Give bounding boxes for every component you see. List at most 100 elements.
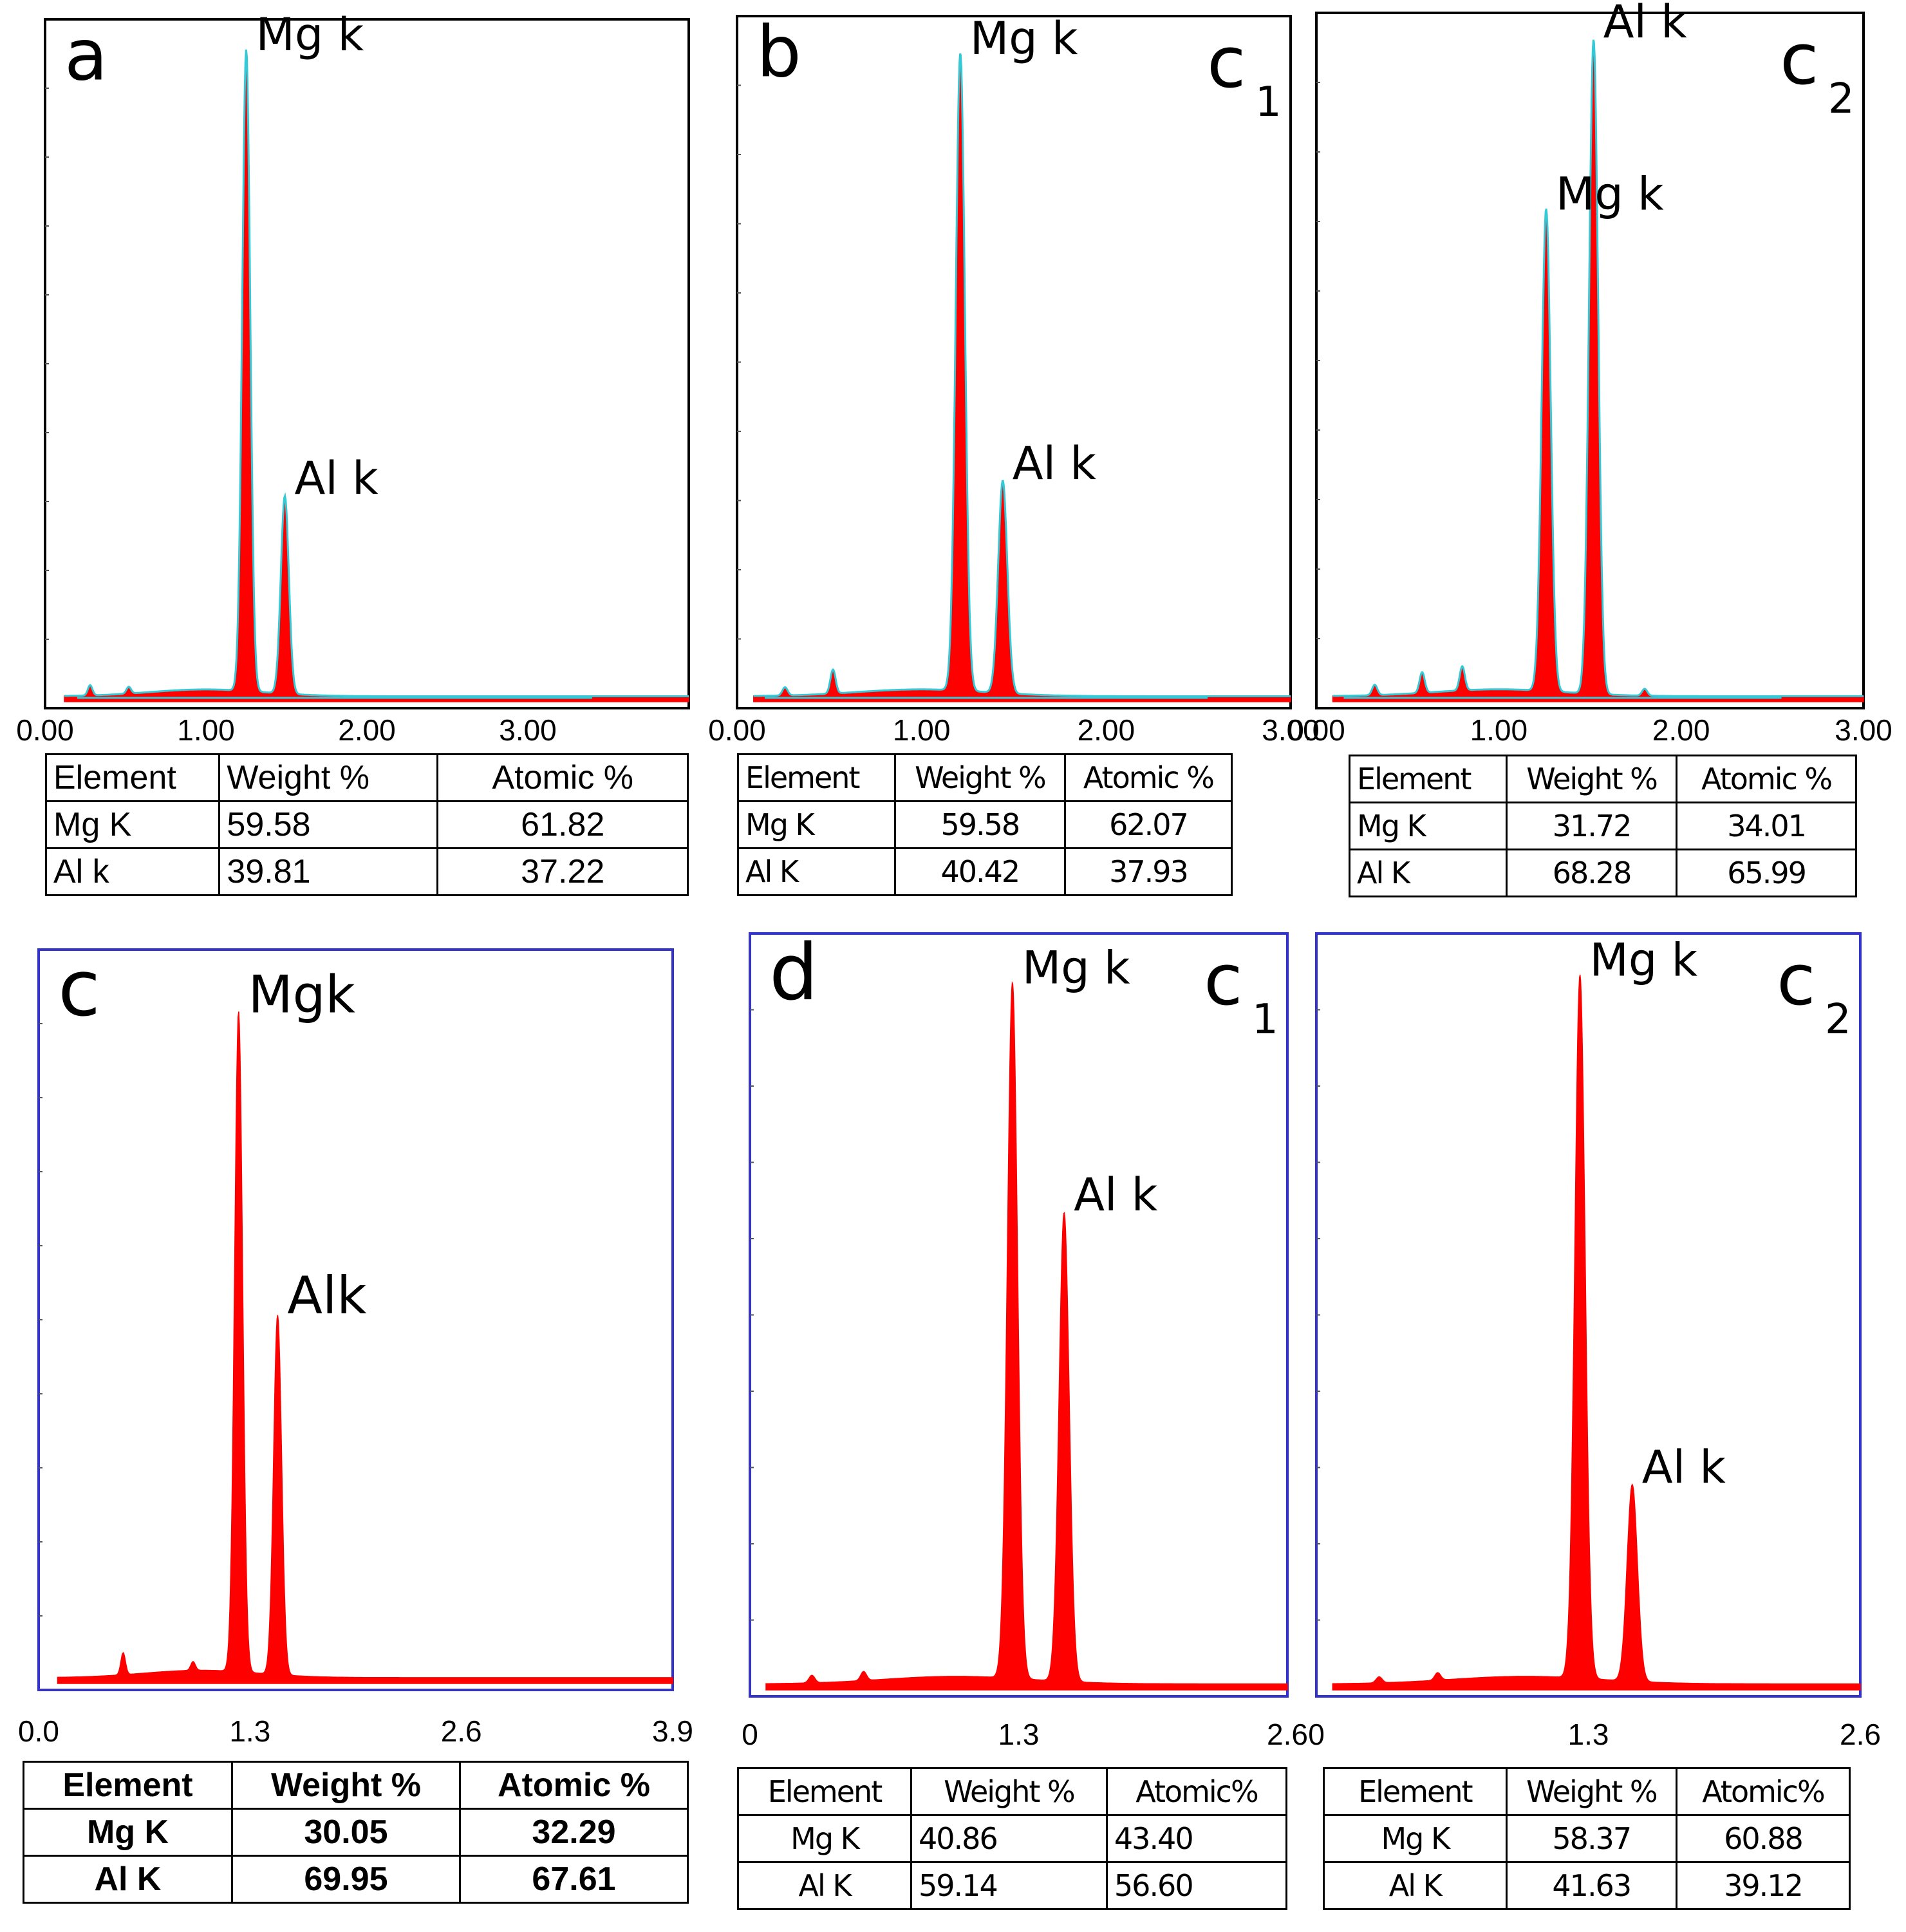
x-tick-label: 3.9	[652, 1714, 693, 1748]
composition-table: Element Weight % Atomic% Mg K 58.37 60.88 Al K…	[1323, 1767, 1851, 1910]
panel-label: d	[769, 928, 818, 1018]
table-cell: 37.93	[1063, 847, 1233, 896]
corner-subscript: 1	[1252, 996, 1278, 1044]
x-tick-label: 1.00	[893, 713, 951, 747]
table-cell: 40.42	[893, 847, 1066, 896]
peak-label: Al k	[295, 452, 379, 505]
table-cell: 41.63	[1505, 1861, 1677, 1910]
x-tick-label: 3.00	[1835, 713, 1892, 747]
x-tick-label: 0.00	[16, 713, 74, 747]
table-cell: 31.72	[1506, 802, 1678, 850]
table-cell: 39.12	[1675, 1861, 1851, 1910]
x-tick-label: 3.00	[1262, 713, 1320, 747]
table-cell: 37.22	[436, 847, 689, 896]
spectrum-area	[765, 981, 1288, 1691]
peak-label: Mg k	[1022, 941, 1130, 994]
table-cell: 68.28	[1506, 849, 1678, 897]
table-cell: Mg K	[736, 1814, 913, 1863]
fit-line	[753, 53, 1291, 697]
x-tick-label: 0.00	[1287, 713, 1345, 747]
x-tick-label: 2.00	[338, 713, 396, 747]
table-header-cell: Weight %	[1505, 1767, 1677, 1816]
table-header-cell: Element	[23, 1761, 233, 1810]
x-tick-label: 2.6	[1840, 1718, 1881, 1751]
table-header-cell: Weight %	[910, 1767, 1108, 1816]
composition-table: Element Weight % Atomic % Mg K 31.72 34.01 Al …	[1348, 755, 1857, 897]
table-row: Al K 40.42 37.93	[737, 847, 1233, 896]
x-tick-label: 1.3	[229, 1714, 270, 1748]
table-cell: 65.99	[1676, 849, 1857, 897]
spectrum-area	[1332, 975, 1861, 1691]
x-tick-label: 0	[1308, 1718, 1325, 1751]
x-tick-label: 2.00	[1652, 713, 1710, 747]
table-cell: Mg K	[737, 800, 896, 849]
table-header-row: Element Weight % Atomic %	[737, 753, 1233, 802]
x-tick-label: 2.00	[1078, 713, 1135, 747]
x-tick-label: 1.3	[998, 1718, 1040, 1751]
x-tick-label: 1.00	[1470, 713, 1528, 747]
table-header-cell: Atomic %	[1063, 753, 1233, 802]
table-cell: 58.37	[1505, 1814, 1677, 1863]
table-header-cell: Atomic%	[1105, 1767, 1288, 1816]
x-tick-label: 2.6	[441, 1714, 482, 1748]
panel-label: c	[58, 944, 100, 1034]
table-cell: Mg K	[1323, 1814, 1508, 1863]
table-header-cell: Atomic %	[458, 1761, 689, 1810]
table-row: Al K 41.63 39.12	[1323, 1861, 1851, 1910]
table-row: Mg K 31.72 34.01	[1348, 802, 1857, 850]
x-tick-label: 2.6	[1267, 1718, 1308, 1751]
table-header-row: Element Weight % Atomic%	[1323, 1767, 1851, 1816]
table-cell: 34.01	[1676, 802, 1857, 850]
table-cell: Mg K	[44, 800, 221, 849]
peak-label: Mgk	[248, 965, 356, 1025]
table-row: Mg K 59.58 62.07	[737, 800, 1233, 849]
plot-frame	[44, 18, 690, 709]
table-header-cell: Weight %	[218, 753, 439, 802]
peak-label: Mg k	[1590, 934, 1698, 987]
x-tick-label: 1.3	[1568, 1718, 1609, 1751]
plot-frame	[736, 15, 1292, 709]
table-cell: 39.81	[218, 847, 439, 896]
corner-label: c	[1777, 939, 1815, 1021]
table-cell: 32.29	[458, 1808, 689, 1857]
table-cell: 69.95	[230, 1855, 461, 1904]
composition-table: Element Weight % Atomic % Mg K 59.58 62.07 Al …	[737, 753, 1233, 896]
table-cell: Al K	[1348, 849, 1508, 897]
corner-subscript: 2	[1825, 996, 1851, 1044]
table-header-cell: Weight %	[1506, 755, 1678, 803]
table-cell: 67.61	[458, 1855, 689, 1904]
peak-label: Al k	[1642, 1441, 1726, 1494]
fit-line	[64, 49, 689, 697]
composition-table: Element Weight % Atomic% Mg K 40.86 43.40 Al K…	[736, 1767, 1288, 1910]
table-cell: Al k	[44, 847, 221, 896]
table-header-cell: Element	[1348, 755, 1508, 803]
table-cell: 59.58	[893, 800, 1066, 849]
table-cell: Al K	[737, 847, 896, 896]
table-cell: 60.88	[1675, 1814, 1851, 1863]
peak-label: Mg k	[256, 8, 364, 61]
spectrum-area	[57, 1011, 673, 1684]
peak-label: Mg k	[1556, 167, 1664, 220]
peak-label: Al k	[1074, 1168, 1158, 1221]
table-cell: Al K	[736, 1861, 913, 1910]
table-cell: 59.58	[218, 800, 439, 849]
corner-label: c	[1207, 21, 1246, 104]
table-cell: 59.14	[910, 1861, 1108, 1910]
peak-label: Al k	[1013, 437, 1097, 490]
corner-subscript: 2	[1828, 75, 1855, 123]
plot-frame	[37, 948, 674, 1691]
table-header-row: Element Weight % Atomic %	[23, 1761, 689, 1810]
table-header-cell: Element	[737, 753, 896, 802]
table-header-row: Element Weight % Atomic %	[44, 753, 689, 802]
panel-label: a	[64, 14, 107, 97]
table-cell: Al K	[1323, 1861, 1508, 1910]
table-header-cell: Weight %	[893, 753, 1066, 802]
x-tick-label: 0	[742, 1718, 758, 1751]
table-header-cell: Atomic %	[1676, 755, 1857, 803]
peak-label: Al k	[1603, 0, 1688, 48]
panel-label: b	[756, 11, 801, 93]
table-cell: 43.40	[1105, 1814, 1288, 1863]
